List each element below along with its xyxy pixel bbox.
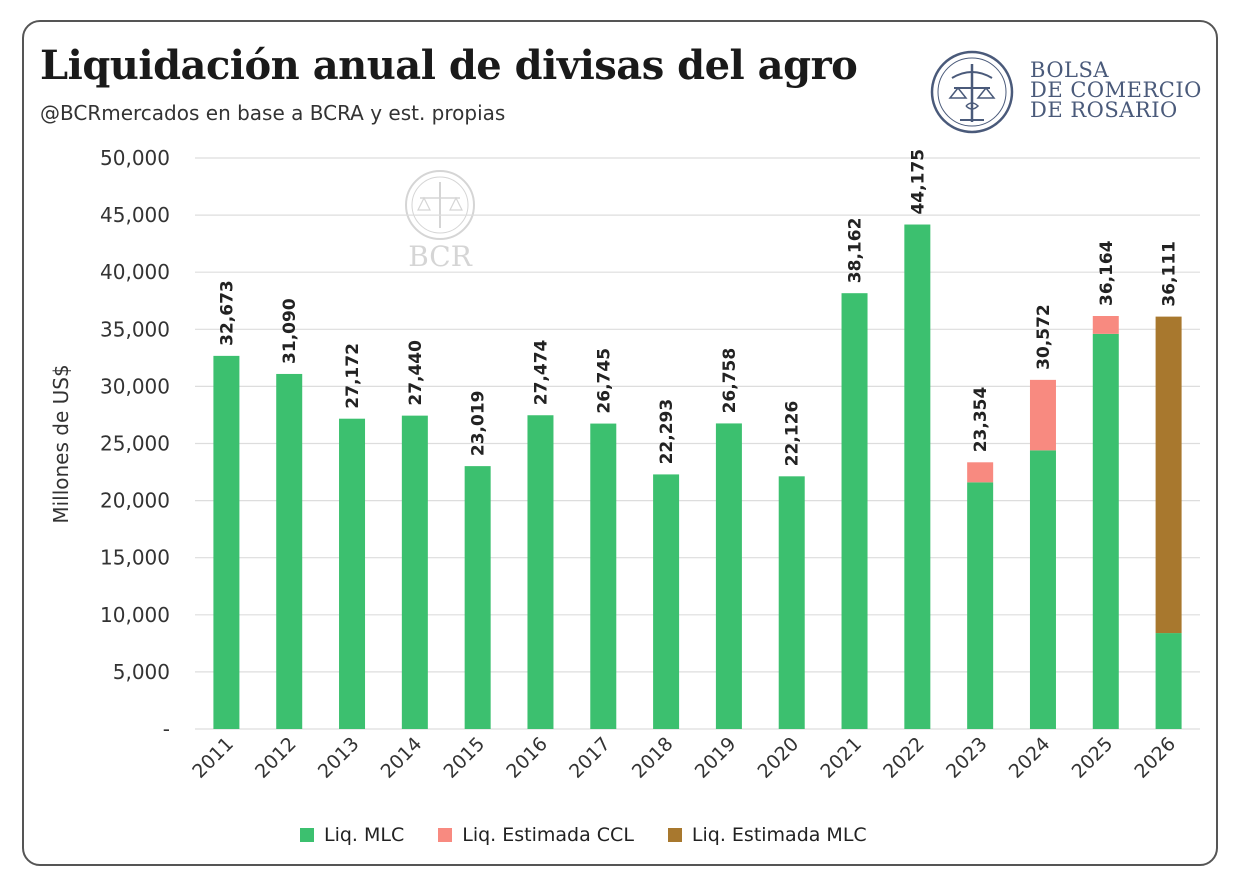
legend-swatch-ccl (438, 828, 453, 842)
bar-segment-mlc (401, 415, 428, 729)
x-tick-label: 2015 (439, 733, 489, 783)
data-label: 36,111 (1160, 241, 1180, 307)
data-label: 23,354 (971, 387, 991, 453)
legend-swatch-mlc (300, 828, 314, 842)
data-label: 32,673 (217, 280, 237, 346)
bar-segment-mlc (778, 476, 805, 729)
bar-segment-mlc (1029, 450, 1056, 729)
bar-segment-mlc (967, 482, 994, 729)
data-label: 31,090 (280, 298, 300, 364)
x-tick-label: 2012 (251, 733, 301, 783)
legend-item-mlc: Liq. MLC (300, 824, 404, 846)
legend-label-ccl: Liq. Estimada CCL (462, 824, 634, 846)
x-tick-label: 2011 (188, 733, 238, 783)
bar-segment-mlc (653, 474, 680, 729)
y-tick-label: 50,000 (100, 146, 170, 170)
x-tick-label: 2026 (1130, 733, 1180, 783)
data-label: 44,175 (908, 149, 928, 215)
x-tick-label: 2017 (565, 733, 615, 783)
legend-label-est-mlc: Liq. Estimada MLC (691, 824, 867, 846)
x-tick-label: 2018 (628, 733, 678, 783)
x-tick-label: 2014 (377, 733, 427, 783)
data-label: 27,172 (343, 343, 363, 409)
data-label: 22,126 (783, 401, 803, 467)
data-label: 27,440 (406, 340, 426, 406)
bar-segment-mlc (1092, 333, 1119, 729)
bar-segment-mlc (527, 415, 554, 729)
x-tick-label: 2020 (754, 733, 804, 783)
bar-segment-mlc (715, 423, 742, 729)
y-tick-label: 5,000 (113, 660, 170, 684)
bar-segment-mlc (904, 224, 931, 730)
data-label: 22,293 (657, 399, 677, 465)
y-tick-label: 45,000 (100, 203, 170, 227)
legend: Liq. MLC Liq. Estimada CCL Liq. Estimada… (300, 822, 867, 848)
bar-segment-ccl (1029, 379, 1056, 451)
x-tick-label: 2013 (314, 733, 364, 783)
legend-swatch-est-mlc (667, 828, 682, 842)
x-tick-label: 2021 (816, 733, 866, 783)
y-tick-label: - (163, 717, 170, 741)
data-label: 26,745 (594, 348, 614, 414)
data-label: 38,162 (846, 218, 866, 284)
bar-segment-mlc (464, 466, 491, 729)
x-tick-label: 2023 (942, 733, 992, 783)
bar-segment-mlc (339, 418, 366, 729)
data-label: 36,164 (1097, 240, 1117, 306)
y-tick-label: 35,000 (100, 317, 170, 341)
watermark-text: BCR (408, 240, 473, 273)
x-tick-label: 2022 (879, 733, 929, 783)
bcr-logo-text: BOLSA DE COMERCIO DE ROSARIO (1030, 58, 1202, 122)
y-tick-label: 10,000 (100, 603, 170, 627)
bcr-watermark: BCR (405, 170, 475, 273)
bar-segment-est-mlc (1155, 316, 1182, 634)
data-label: 26,758 (720, 348, 740, 414)
chart-subtitle: @BCRmercados en base a BCRA y est. propi… (40, 101, 506, 125)
data-label: 27,474 (531, 339, 551, 405)
bar-segment-ccl (967, 462, 994, 483)
x-tick-label: 2024 (1005, 733, 1055, 783)
logo-line-1: BOLSA (1030, 58, 1110, 82)
bar-segment-mlc (590, 423, 617, 729)
legend-label-mlc: Liq. MLC (324, 824, 405, 846)
chart-title: Liquidación anual de divisas del agro (40, 42, 858, 89)
data-label: 23,019 (469, 391, 489, 457)
bcr-logo-icon (930, 50, 1014, 134)
y-axis-label: Millones de US$ (49, 364, 73, 523)
y-tick-label: 40,000 (100, 260, 170, 284)
y-tick-label: 20,000 (100, 489, 170, 513)
legend-item-est-mlc: Liq. Estimada MLC (667, 824, 867, 846)
x-tick-label: 2019 (691, 733, 741, 783)
y-tick-label: 15,000 (100, 546, 170, 570)
legend-item-ccl: Liq. Estimada CCL (438, 824, 634, 846)
logo-line-2: DE COMERCIO (1030, 78, 1202, 102)
bar-segment-mlc (213, 355, 240, 729)
logo-line-3: DE ROSARIO (1030, 98, 1178, 122)
x-tick-label: 2016 (502, 733, 552, 783)
bar-segment-mlc (1155, 633, 1182, 729)
bar-segment-ccl (1092, 316, 1119, 334)
y-tick-label: 30,000 (100, 374, 170, 398)
y-tick-label: 25,000 (100, 432, 170, 456)
x-tick-label: 2025 (1068, 733, 1118, 783)
data-label: 30,572 (1034, 304, 1054, 370)
bar-segment-mlc (841, 293, 868, 729)
bar-segment-mlc (276, 373, 303, 729)
